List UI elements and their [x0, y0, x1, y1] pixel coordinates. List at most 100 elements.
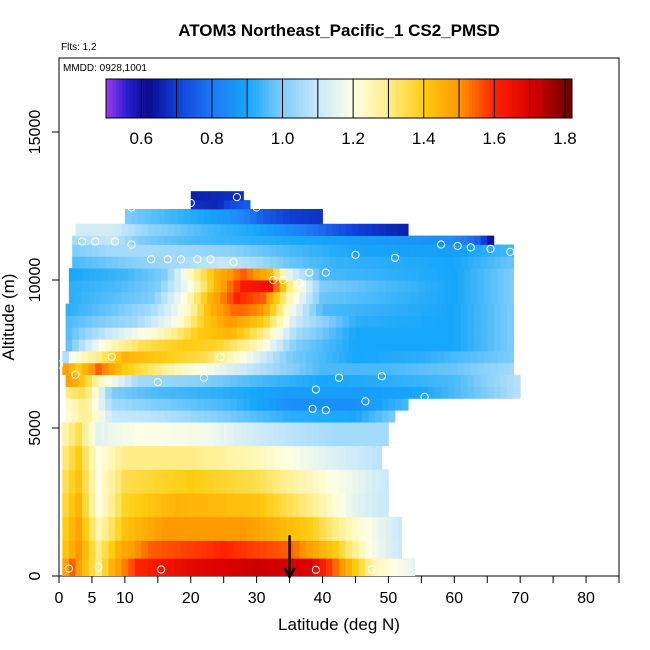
heatmap-cell [329, 327, 337, 340]
heatmap-cell [408, 386, 416, 399]
heatmap-cell [289, 374, 297, 387]
heatmap-cell [101, 268, 109, 281]
heatmap-cell [230, 200, 238, 210]
heatmap-cell [434, 327, 442, 340]
heatmap-cell [339, 558, 346, 576]
heatmap-cell [404, 362, 412, 376]
heatmap-cell [345, 469, 353, 494]
heatmap-cell [292, 493, 300, 518]
heatmap-cell [263, 386, 271, 399]
heatmap-cell [82, 291, 90, 305]
heatmap-cell [246, 469, 254, 494]
heatmap-cell [128, 268, 136, 281]
heatmap-cell [217, 315, 225, 328]
heatmap-cell [391, 268, 399, 281]
heatmap-cell [339, 280, 346, 293]
heatmap-cell [378, 422, 386, 447]
heatmap-cell [164, 315, 172, 328]
heatmap-cell [388, 303, 396, 316]
heatmap-cell [385, 280, 393, 293]
heatmap-cell [177, 386, 185, 399]
heatmap-cell [98, 410, 106, 423]
heatmap-cell [299, 291, 307, 305]
heatmap-cell [325, 351, 333, 364]
heatmap-cell [510, 291, 514, 305]
heatmap-cell [200, 469, 208, 494]
colorbar-segment [348, 79, 353, 118]
heatmap-cell [319, 445, 327, 470]
heatmap-cell [171, 208, 178, 225]
heatmap-cell [302, 327, 310, 340]
heatmap-cell [72, 256, 80, 269]
heatmap-cell [322, 374, 330, 387]
colorbar-segment [415, 79, 420, 118]
heatmap-cell [144, 208, 152, 225]
heatmap-cell [375, 398, 383, 411]
colorbar-segment [512, 79, 516, 118]
heatmap-cell [408, 244, 416, 257]
heatmap-cell [378, 351, 386, 364]
heatmap-cell [460, 315, 468, 328]
heatmap-cell [240, 540, 248, 559]
heatmap-cell [273, 445, 281, 470]
heatmap-cell [187, 469, 195, 494]
heatmap-cell [332, 558, 340, 576]
heatmap-cell [302, 374, 310, 387]
heatmap-cell [391, 558, 399, 576]
heatmap-cell [365, 422, 373, 447]
x-tick-label: 10 [116, 590, 134, 607]
heatmap-cell [507, 244, 514, 257]
heatmap-cell [266, 422, 274, 447]
sample-point [390, 253, 400, 262]
heatmap-cell [62, 540, 70, 559]
heatmap-cell [273, 280, 281, 293]
heatmap-cell [203, 327, 211, 340]
heatmap-cell [197, 339, 205, 352]
heatmap-cell [105, 339, 113, 352]
heatmap-cell [470, 280, 478, 293]
heatmap-cell [424, 351, 432, 364]
heatmap-cell [200, 351, 208, 364]
x-tick-label: 30 [248, 590, 266, 607]
heatmap-cell [194, 351, 202, 364]
heatmap-cell [480, 374, 488, 387]
heatmap-cell [115, 362, 122, 376]
heatmap-cell [157, 256, 165, 269]
heatmap-cell [85, 386, 93, 399]
heatmap-cell [507, 374, 514, 387]
heatmap-cell [121, 291, 129, 305]
heatmap-cell [457, 280, 465, 293]
heatmap-cell [273, 422, 281, 447]
colorbar-segment [245, 79, 250, 118]
heatmap-cell [246, 558, 254, 576]
heatmap-cell [230, 327, 238, 340]
heatmap-cell [401, 386, 409, 399]
heatmap-cell [487, 244, 495, 257]
heatmap-cell [230, 235, 238, 245]
colorbar-segment [212, 79, 217, 118]
heatmap-cell [124, 208, 132, 225]
colorbar-segment [532, 79, 536, 118]
heatmap-cell [105, 327, 113, 340]
heatmap-cell [230, 303, 238, 316]
heatmap-cell [236, 200, 244, 210]
heatmap-cell [434, 315, 442, 328]
heatmap-cell [454, 256, 462, 269]
heatmap-cell [154, 268, 162, 281]
heatmap-cell [427, 386, 435, 399]
heatmap-cell [207, 540, 215, 559]
heatmap-cell [339, 422, 346, 447]
heatmap-cell [355, 386, 363, 399]
heatmap-cell [451, 291, 458, 305]
heatmap-cell [256, 235, 264, 245]
heatmap-cell [124, 315, 132, 328]
heatmap-cell [490, 268, 498, 281]
heatmap-cell [101, 223, 109, 236]
heatmap-cell [197, 315, 205, 328]
heatmap-cell [276, 315, 284, 328]
heatmap-cell [207, 516, 215, 541]
heatmap-cell [286, 280, 294, 293]
heatmap-cell [342, 386, 350, 399]
heatmap-cell [378, 516, 386, 541]
heatmap-cell [194, 422, 202, 447]
